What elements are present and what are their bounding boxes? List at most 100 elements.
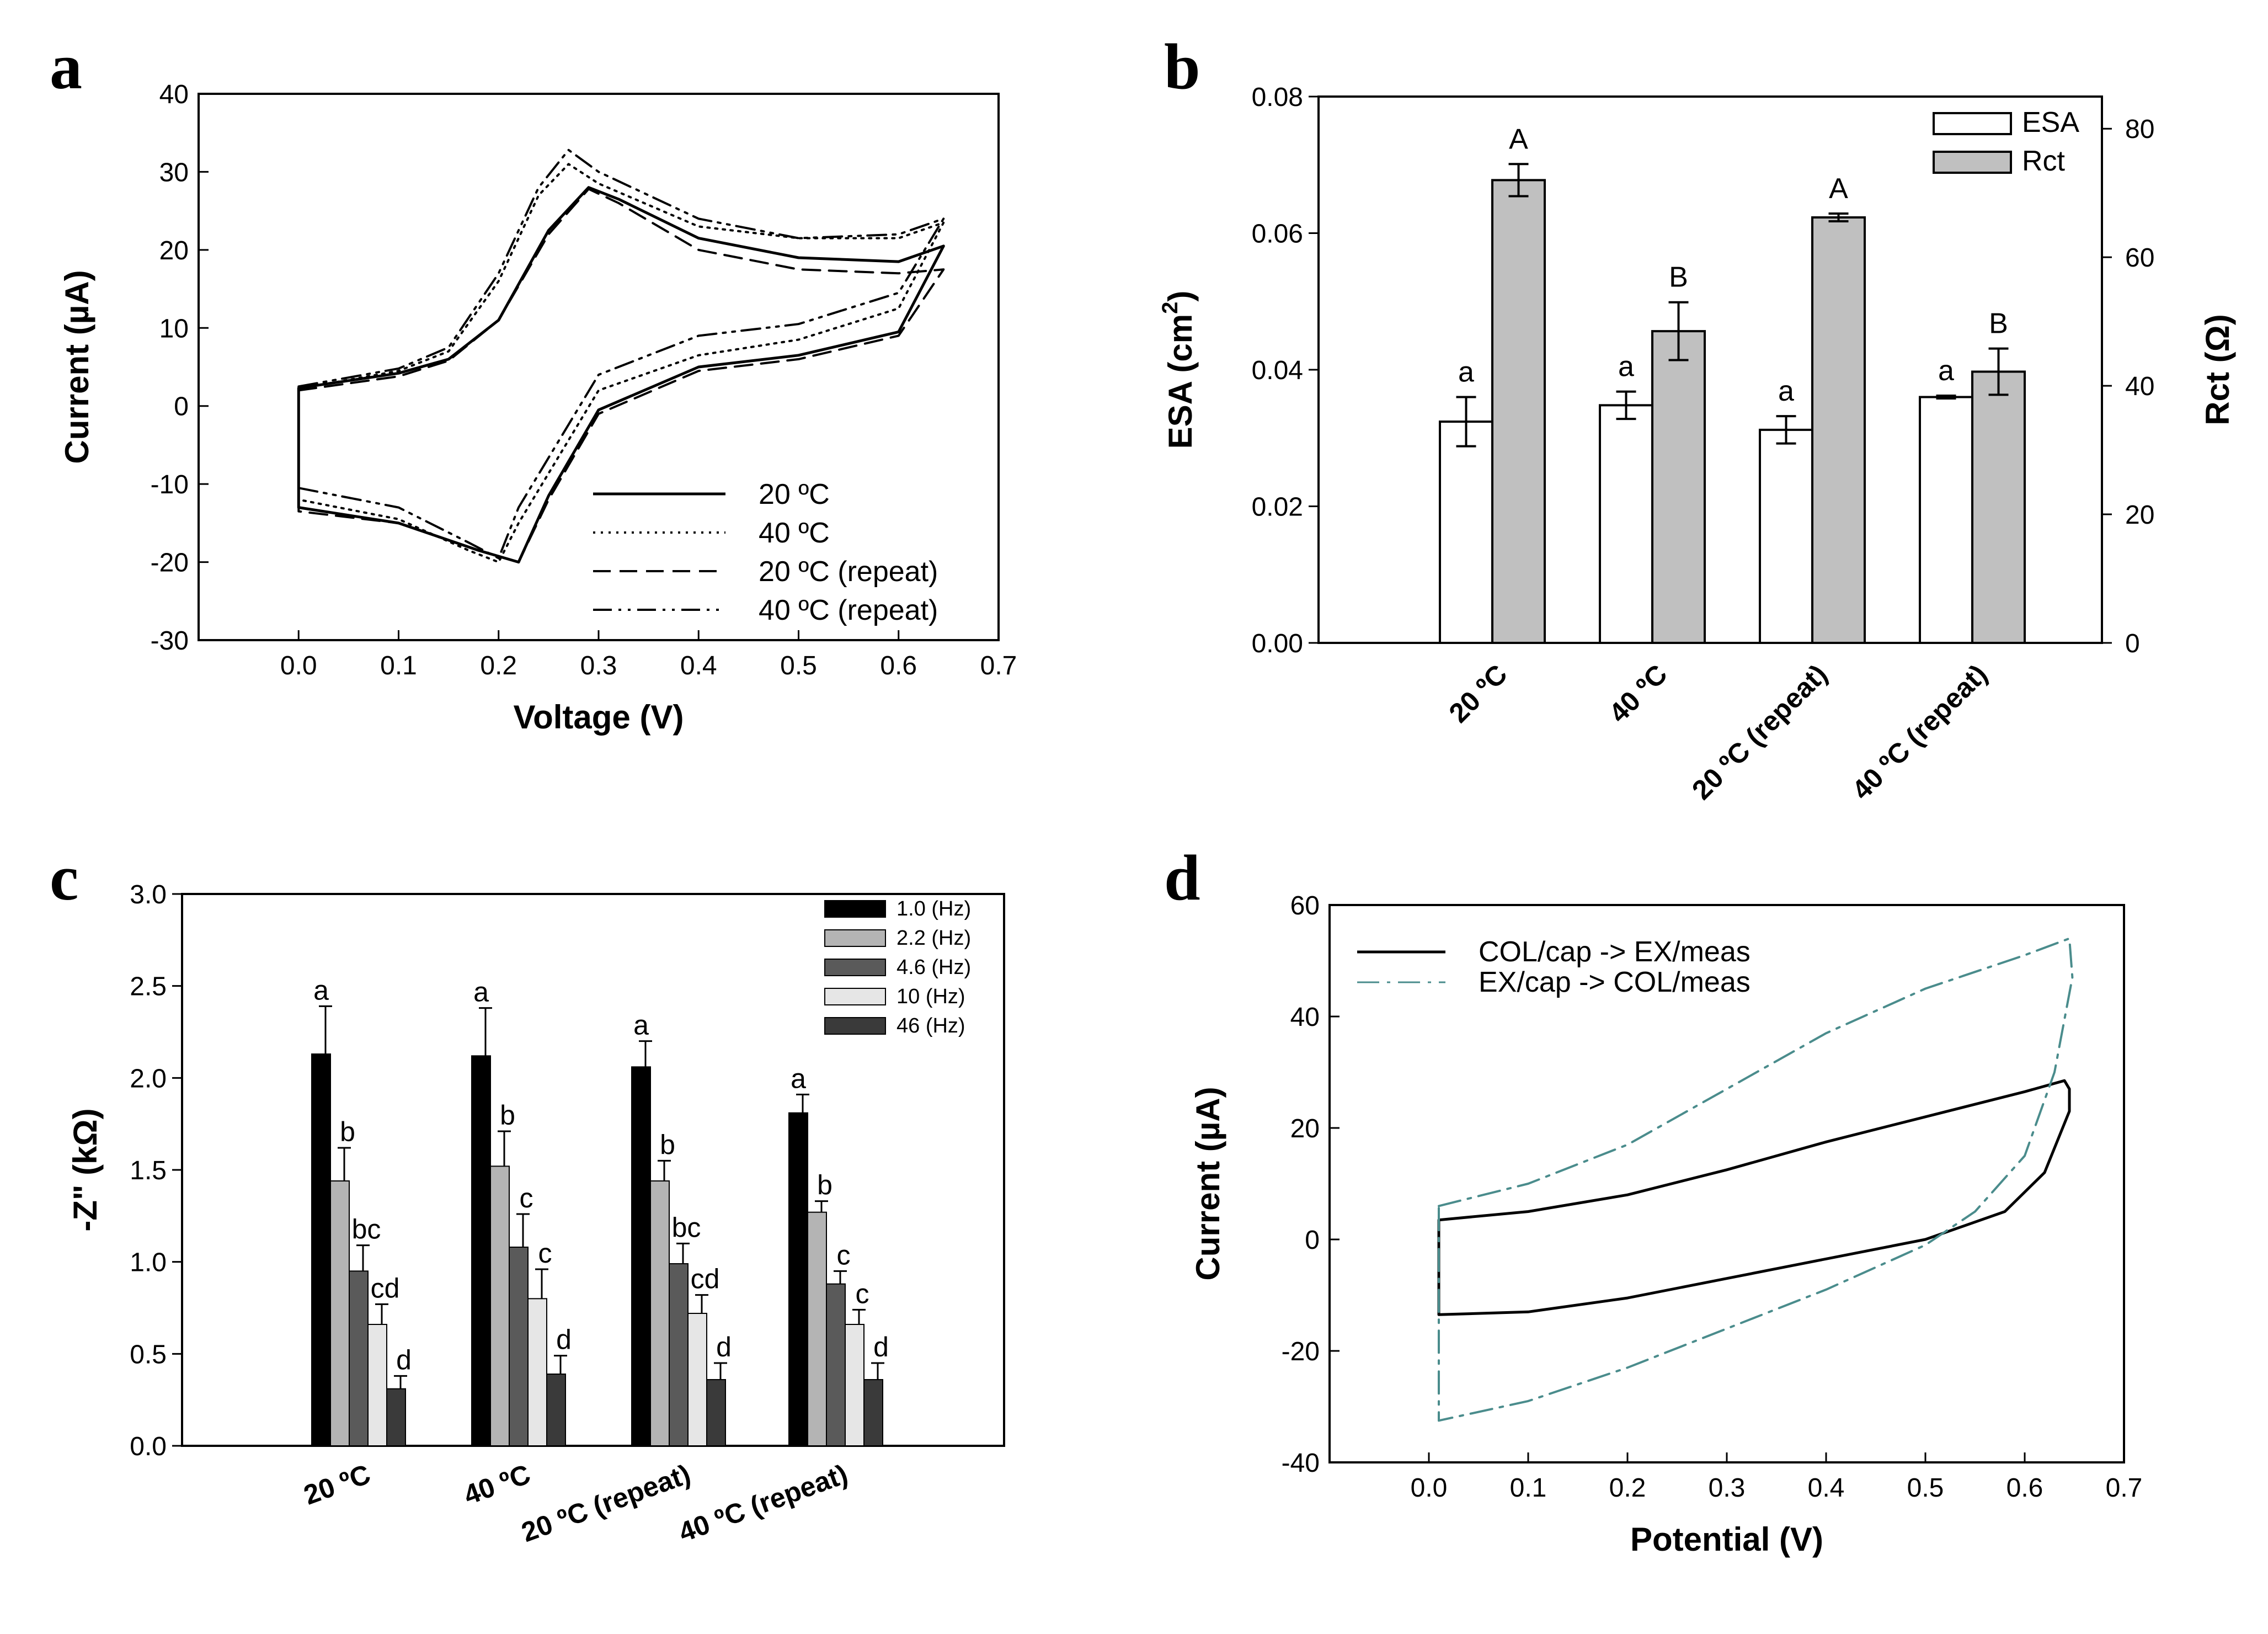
- x-tick-label: 0.5: [780, 651, 817, 680]
- y-axis-title: -Z" (kΩ): [67, 1108, 104, 1231]
- bar-rct: [1971, 370, 2026, 645]
- legend-swatch-1: [824, 929, 886, 947]
- bar-rct: [1491, 179, 1546, 645]
- bar-2: [669, 1263, 689, 1446]
- significance-letter: B: [1669, 262, 1688, 294]
- significance-letter: d: [873, 1332, 889, 1362]
- significance-letter: a: [1458, 356, 1474, 388]
- y-tick-label: 40: [159, 80, 189, 109]
- y-tick-label: 0.02: [1252, 493, 1303, 522]
- y-tick-label: 0.0: [130, 1432, 167, 1461]
- y-tick-label: 0.04: [1252, 356, 1303, 385]
- y-axis-title-end: ): [1162, 291, 1199, 302]
- significance-letter: a: [1938, 355, 1954, 387]
- bar-4: [546, 1374, 566, 1446]
- legend-label: 10 (Hz): [896, 985, 965, 1008]
- category-label: 20 ºC: [1443, 658, 1513, 728]
- panel-label-b: b: [1164, 30, 1200, 103]
- x-axis-title: Potential (V): [1630, 1521, 1823, 1558]
- category-label: 20 ºC (repeat): [1686, 658, 1833, 806]
- y2-axis-title: Rct (Ω): [2199, 314, 2236, 425]
- significance-letter: c: [837, 1239, 851, 1270]
- y-tick-label: 1.5: [130, 1156, 167, 1185]
- legend-label: 40 ºC: [759, 517, 830, 549]
- bar-esa: [1759, 428, 1813, 645]
- y-tick-label: -20: [1282, 1337, 1320, 1366]
- panel-label-a: a: [50, 30, 82, 103]
- bar-4: [863, 1379, 883, 1446]
- panel-label-c: c: [50, 842, 78, 914]
- significance-letter: b: [817, 1170, 833, 1201]
- significance-letter: d: [556, 1324, 572, 1355]
- x-tick-label: 0.3: [1709, 1473, 1746, 1503]
- bar-2: [826, 1283, 846, 1447]
- bar-1: [490, 1165, 510, 1446]
- significance-letter: a: [633, 1010, 649, 1041]
- y-axis-title: ESA (cm2): [1158, 291, 1199, 449]
- significance-letter: a: [313, 975, 329, 1005]
- significance-letter: bc: [672, 1212, 701, 1243]
- x-tick-label: 0.2: [1609, 1473, 1646, 1503]
- x-tick-label: 0.1: [1510, 1473, 1547, 1503]
- bar-4: [706, 1379, 726, 1446]
- significance-letter: c: [538, 1238, 552, 1269]
- bar-3: [527, 1298, 547, 1446]
- series-line-2: [297, 188, 945, 563]
- y-tick-label: 0.06: [1252, 220, 1303, 249]
- y2-tick-label: 0: [2125, 629, 2140, 658]
- significance-letter: d: [716, 1332, 732, 1362]
- panel-d-cv-plot: 0.0 0.1 0.2 0.3 0.4 0.5 0.6 0.7 -40 -20 0 20 40 60 Pot…: [1189, 891, 2142, 1558]
- significance-letter: cd: [371, 1273, 400, 1303]
- y-tick-label: 0.08: [1252, 83, 1303, 112]
- y-tick-label: 2.5: [130, 972, 167, 1002]
- y-axis-title-base: ESA (cm: [1162, 314, 1199, 449]
- y-tick-label: 2.0: [130, 1064, 167, 1093]
- y2-tick-label: 20: [2125, 501, 2154, 530]
- significance-letter: A: [1829, 173, 1848, 205]
- y-axis-title-sup: 2: [1158, 302, 1182, 314]
- bar-1: [807, 1211, 827, 1447]
- legend-label: 20 ºC (repeat): [759, 556, 938, 588]
- x-tick-label: 0.4: [1808, 1473, 1845, 1503]
- x-tick-label: 0.6: [880, 651, 917, 680]
- y2-tick-label: 40: [2125, 372, 2154, 401]
- bar-1: [330, 1180, 350, 1446]
- y-axis-title: Current (µA): [58, 270, 95, 464]
- legend-swatch-1: [1933, 151, 2012, 174]
- bar-esa: [1599, 404, 1653, 644]
- bar-3: [845, 1324, 864, 1446]
- y-axis-title: Current (µA): [1189, 1087, 1226, 1280]
- series-line-3: [297, 148, 945, 560]
- category-label: 20 ºC (repeat): [517, 1459, 695, 1548]
- panel-a-cv-plot: 0.0 0.1 0.2 0.3 0.4 0.5 0.6 0.7 -30 -20 -10 0 10 20 30…: [58, 80, 1017, 736]
- x-tick-label: 0.7: [2106, 1473, 2143, 1503]
- y-tick-label: 3.0: [130, 880, 167, 909]
- panel-b-esa-rct-bars: 0.00 0.02 0.04 0.06 0.08 0 20 40 60 80 ESA (cm2) Rc…: [1158, 83, 2236, 806]
- significance-letter: a: [1778, 375, 1794, 407]
- bar-4: [386, 1388, 406, 1447]
- y-tick-label: 20: [159, 236, 189, 265]
- series-line-1: [297, 163, 945, 563]
- x-tick-label: 0.2: [480, 651, 517, 680]
- y-tick-label: 0: [1305, 1226, 1320, 1255]
- y2-tick-label: 80: [2125, 115, 2154, 144]
- significance-letter: cd: [691, 1264, 720, 1295]
- y-tick-label: -30: [151, 626, 189, 656]
- y-tick-label: 1.0: [130, 1248, 167, 1278]
- significance-letter: c: [856, 1278, 869, 1309]
- significance-letter: B: [1989, 308, 2008, 340]
- significance-letter: a: [1618, 351, 1634, 383]
- significance-letter: b: [660, 1129, 675, 1160]
- y-tick-label: 0.5: [130, 1340, 167, 1369]
- legend-swatch-0: [824, 900, 886, 918]
- significance-letter: b: [500, 1100, 515, 1131]
- legend-label: 2.2 (Hz): [896, 927, 971, 950]
- legend-swatch-2: [824, 959, 886, 976]
- y2-tick-label: 60: [2125, 243, 2154, 273]
- bar-0: [788, 1112, 808, 1446]
- legend-swatch-3: [824, 988, 886, 1005]
- x-tick-label: 0.0: [280, 651, 317, 680]
- x-tick-label: 0.0: [1411, 1473, 1448, 1503]
- y-tick-label: 20: [1290, 1114, 1320, 1143]
